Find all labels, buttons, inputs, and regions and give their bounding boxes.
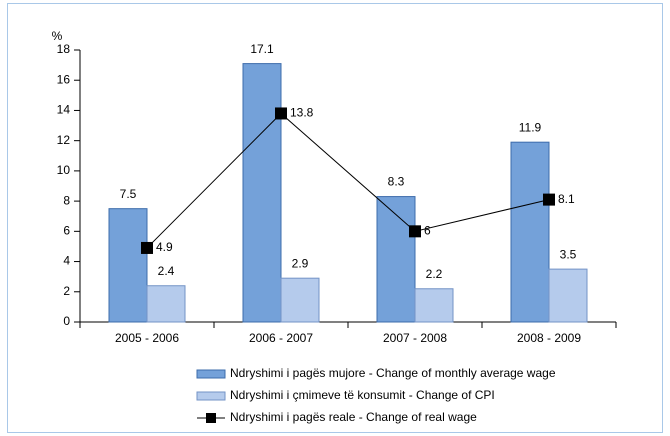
data-label: 8.3	[388, 175, 405, 189]
data-label: 17.1	[250, 42, 274, 56]
bar	[242, 63, 282, 323]
line	[146, 112, 550, 249]
data-label: 13.8	[290, 106, 314, 120]
line-marker	[409, 225, 421, 238]
y-tick-label: 14	[57, 103, 71, 117]
y-tick-label: 2	[63, 284, 70, 298]
data-label: 11.9	[519, 120, 542, 134]
bar	[510, 141, 550, 323]
y-tick-label: 0	[63, 314, 70, 328]
x-tick-label: 2007 - 2008	[383, 331, 447, 345]
x-tick-label: 2005 - 2006	[115, 331, 179, 345]
legend-swatch	[206, 413, 216, 423]
bar	[376, 196, 416, 323]
line-marker	[275, 107, 287, 120]
legend-label: Ndryshimi i çmimeve të konsumit - Change…	[230, 388, 495, 402]
y-axis-label: %	[52, 29, 63, 43]
data-label: 8.1	[558, 192, 575, 206]
bar	[280, 277, 320, 323]
y-tick-label: 16	[57, 72, 71, 86]
bar	[108, 208, 148, 323]
bar	[414, 288, 454, 323]
data-label: 2.9	[292, 256, 309, 270]
x-tick-label: 2006 - 2007	[249, 331, 313, 345]
y-tick-label: 18	[57, 42, 71, 56]
legend-swatch	[196, 369, 226, 379]
y-tick-label: 4	[63, 254, 70, 268]
legend-label: Ndryshimi i pagës reale - Change of real…	[230, 410, 477, 424]
bar	[548, 268, 588, 323]
line-marker	[141, 241, 153, 254]
y-tick-label: 12	[57, 133, 71, 147]
legend-swatch	[196, 391, 226, 401]
data-label: 2.4	[158, 264, 175, 278]
legend-label: Ndryshimi i pagës mujore - Change of mon…	[230, 366, 556, 380]
y-tick-label: 10	[57, 163, 71, 177]
data-label: 4.9	[156, 240, 173, 254]
x-tick-label: 2008 - 2009	[517, 331, 581, 345]
data-label: 6	[424, 224, 431, 238]
y-tick-label: 6	[63, 224, 70, 238]
bar	[146, 285, 186, 323]
data-label: 2.2	[426, 267, 443, 281]
line-marker	[543, 193, 555, 206]
data-label: 7.5	[120, 187, 137, 201]
y-tick-label: 8	[63, 193, 70, 207]
data-label: 3.5	[560, 247, 577, 261]
